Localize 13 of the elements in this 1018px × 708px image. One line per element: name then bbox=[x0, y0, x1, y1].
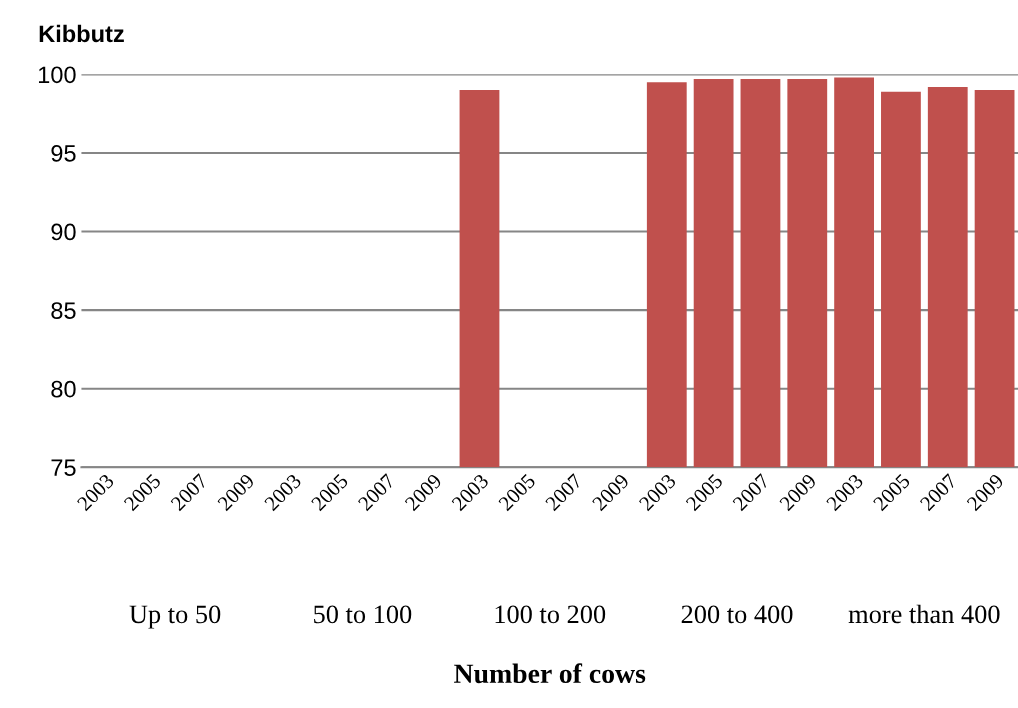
text: more than 400 bbox=[848, 604, 1000, 624]
y-tick-label: 95 bbox=[51, 145, 76, 162]
y-tick-label: 100 bbox=[38, 66, 76, 84]
text: Up to 50 bbox=[129, 605, 221, 629]
text: 200 to 400 bbox=[681, 605, 793, 624]
text: 50 to 100 bbox=[314, 605, 412, 624]
y-tick-label: 85 bbox=[51, 302, 76, 319]
y-axis-title: Kibbutz bbox=[39, 24, 124, 43]
y-tick-label: 80 bbox=[51, 380, 76, 398]
y-tick-label: 75 bbox=[51, 459, 76, 477]
text: 100 to 200 bbox=[495, 605, 606, 624]
text: Number of cows bbox=[454, 663, 646, 684]
y-tick-label: 90 bbox=[51, 223, 76, 241]
